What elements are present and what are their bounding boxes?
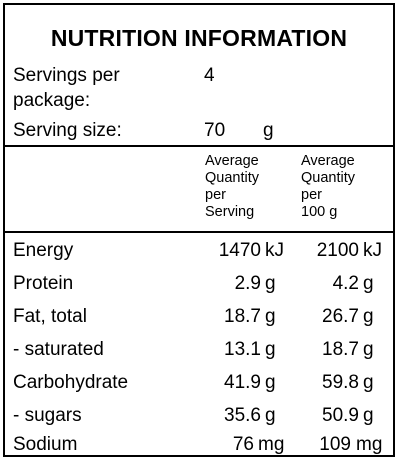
per-serving-unit: g [265, 339, 276, 360]
header-per-100g-line: 100 g [301, 204, 338, 220]
nutrient-name: Protein [13, 273, 74, 294]
per-serving-unit: mg [258, 434, 285, 455]
per-serving-unit: kJ [265, 240, 284, 261]
header-per-serving: Average Quantity per Serving [205, 153, 259, 221]
header-per-100g: Average Quantity per 100 g [301, 153, 355, 221]
nutrient-name: Energy [13, 240, 74, 261]
servings-label-line1: Servings per [13, 65, 120, 86]
per-100g-value: 50.9 [322, 405, 359, 426]
header-per-100g-line: Average [301, 153, 355, 169]
per-100g-value: 2100 [316, 240, 359, 261]
header-per-100g-line: per [301, 187, 322, 203]
serving-size-unit: g [263, 120, 274, 141]
header-per-serving-line: Average [205, 153, 259, 169]
header-divider [5, 145, 393, 147]
per-serving-value: 18.7 [224, 306, 261, 327]
nutrient-name: Sodium [13, 434, 78, 455]
per-100g-unit: g [363, 306, 374, 327]
panel-title: NUTRITION INFORMATION [50, 25, 348, 51]
per-serving-value: 2.9 [234, 273, 261, 294]
per-serving-value: 41.9 [224, 372, 261, 393]
nutrient-name: Carbohydrate [13, 372, 129, 393]
per-serving-unit: g [265, 273, 276, 294]
header-per-serving-line: Serving [205, 204, 255, 220]
nutrient-name: Fat, total [13, 306, 87, 327]
per-serving-unit: g [265, 306, 276, 327]
per-serving-value: 13.1 [224, 339, 261, 360]
header-per-serving-line: Quantity [205, 170, 259, 186]
per-100g-unit: g [363, 273, 374, 294]
serving-size-value: 70 [204, 120, 226, 141]
per-100g-unit: mg [356, 434, 383, 455]
per-100g-value: 59.8 [322, 372, 359, 393]
per-serving-value: 35.6 [224, 405, 261, 426]
per-100g-unit: kJ [363, 240, 382, 261]
per-100g-unit: g [363, 339, 374, 360]
per-100g-unit: g [363, 405, 374, 426]
header-per-serving-line: per [205, 187, 226, 203]
servings-value: 4 [204, 65, 215, 86]
per-serving-value: 1470 [218, 240, 261, 261]
nutrient-name: - sugars [13, 405, 82, 426]
serving-size-label: Serving size: [13, 120, 122, 141]
per-100g-value: 26.7 [322, 306, 359, 327]
header-per-100g-line: Quantity [301, 170, 355, 186]
per-100g-unit: g [363, 372, 374, 393]
per-100g-value: 109 [319, 434, 351, 455]
per-serving-unit: g [265, 372, 276, 393]
per-serving-value: 76 [232, 434, 254, 455]
rows-divider [5, 231, 393, 233]
per-100g-value: 18.7 [322, 339, 359, 360]
per-serving-unit: g [265, 405, 276, 426]
nutrient-name: - saturated [13, 339, 104, 360]
nutrition-panel: NUTRITION INFORMATION Servings per packa… [3, 3, 395, 457]
servings-label-line2: package: [13, 90, 91, 111]
per-100g-value: 4.2 [332, 273, 359, 294]
